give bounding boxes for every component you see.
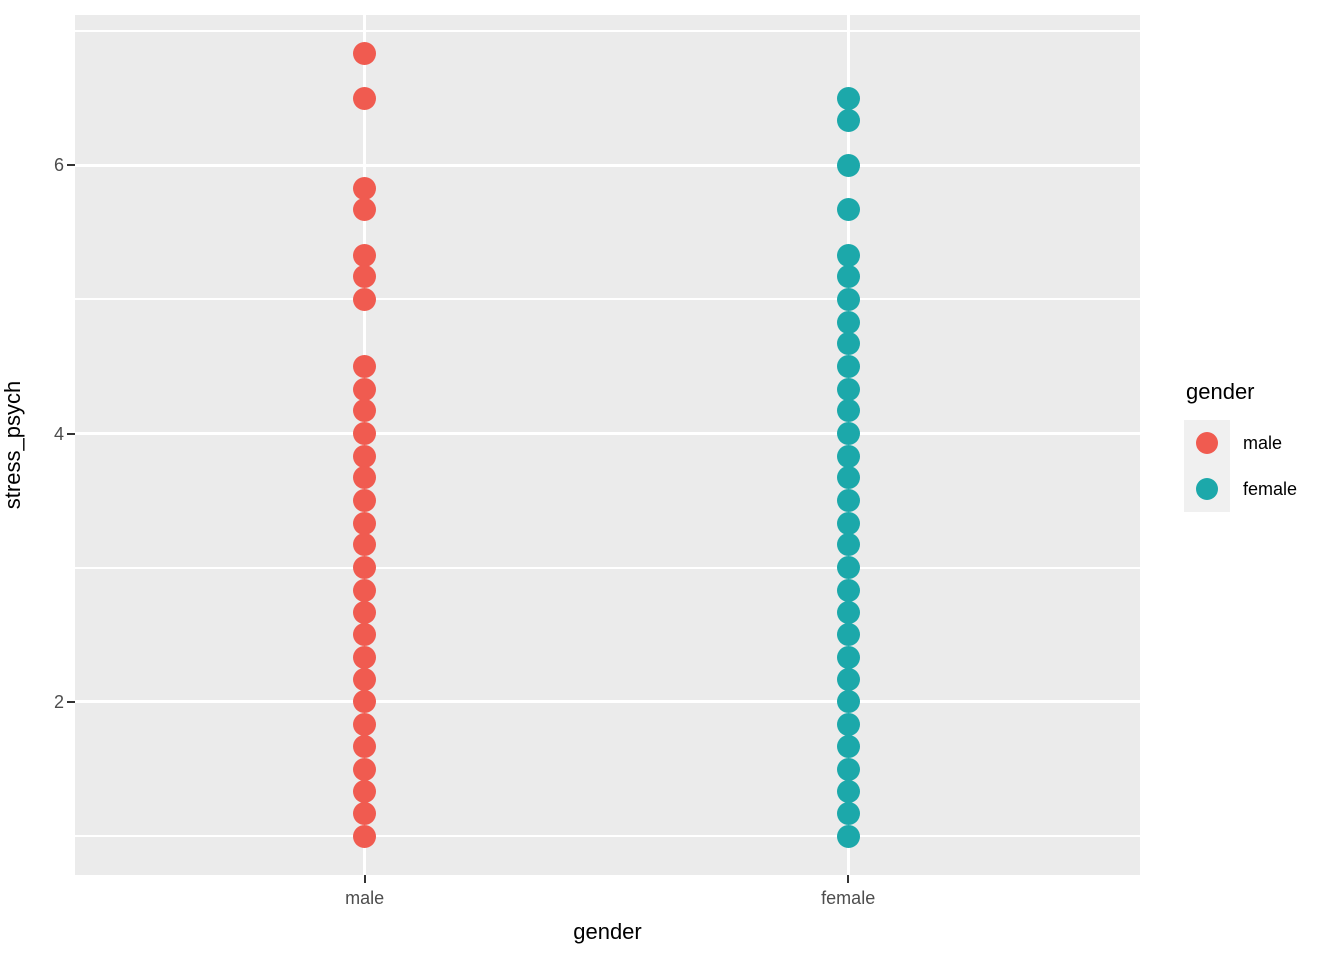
data-point-male — [353, 377, 377, 401]
data-point-male — [353, 489, 377, 513]
legend-title: gender — [1186, 379, 1255, 404]
data-point-female — [836, 399, 860, 423]
minor-gridline — [75, 835, 1140, 838]
data-point-female — [836, 734, 860, 758]
y-tick-mark — [67, 432, 75, 435]
legend-key — [1184, 466, 1230, 512]
data-point-male — [353, 198, 377, 222]
data-point-female — [836, 646, 860, 670]
minor-gridline — [75, 566, 1140, 569]
plot-panel — [75, 15, 1140, 875]
data-point-female — [836, 824, 860, 848]
data-point-male — [353, 600, 377, 624]
y-tick-label: 6 — [53, 155, 64, 176]
x-tick-label: male — [345, 888, 385, 908]
x-tick-label: female — [821, 888, 876, 908]
data-point-female — [836, 444, 860, 468]
legend: gender male female — [1184, 381, 1297, 512]
data-point-female — [836, 556, 860, 580]
data-point-male — [353, 287, 377, 311]
minor-gridline — [75, 30, 1140, 33]
data-point-female — [836, 198, 860, 222]
data-point-female — [836, 332, 860, 356]
data-point-female — [836, 511, 860, 535]
data-point-male — [353, 399, 377, 423]
minor-gridline — [75, 298, 1140, 301]
major-gridline — [75, 700, 1140, 704]
data-point-male — [353, 713, 377, 737]
data-point-female — [836, 780, 860, 804]
y-tick-mark — [67, 164, 75, 167]
x-axis-title: gender — [573, 919, 642, 944]
data-point-female — [836, 533, 860, 557]
data-point-female — [836, 713, 860, 737]
y-axis-title: stress_psych — [0, 380, 25, 510]
data-point-male — [353, 556, 377, 580]
data-point-female — [836, 310, 860, 334]
data-point-male — [353, 690, 377, 714]
data-point-male — [353, 511, 377, 535]
data-point-female — [836, 579, 860, 603]
data-point-female — [836, 801, 860, 825]
data-point-male — [353, 757, 377, 781]
major-gridline — [75, 163, 1140, 167]
data-point-female — [836, 355, 860, 378]
data-point-female — [836, 153, 860, 177]
data-point-female — [836, 600, 860, 624]
legend-item-male: male — [1184, 420, 1297, 466]
data-point-female — [836, 690, 860, 714]
data-point-female — [836, 109, 860, 133]
data-point-male — [353, 42, 377, 66]
data-point-female — [836, 466, 860, 490]
data-point-male — [353, 176, 377, 200]
x-tick-mark — [847, 875, 850, 883]
data-point-female — [836, 287, 860, 311]
data-point-male — [353, 86, 377, 110]
data-point-male — [353, 265, 377, 289]
data-point-male — [353, 780, 377, 804]
data-point-female — [836, 377, 860, 401]
data-point-male — [353, 243, 377, 267]
data-point-male — [353, 444, 377, 468]
y-tick-mark — [67, 700, 75, 703]
data-point-female — [836, 243, 860, 267]
data-point-male — [353, 801, 377, 825]
legend-key — [1184, 420, 1230, 466]
y-tick-label: 2 — [53, 691, 64, 712]
data-point-female — [836, 489, 860, 513]
male-swatch-icon — [1196, 432, 1218, 454]
x-tick-mark — [363, 875, 366, 883]
legend-item-female: female — [1184, 466, 1297, 512]
legend-label: female — [1243, 478, 1298, 499]
data-point-male — [353, 533, 377, 557]
major-gridline — [75, 432, 1140, 436]
data-point-male — [353, 646, 377, 670]
data-point-male — [353, 734, 377, 758]
female-swatch-icon — [1196, 478, 1218, 500]
data-point-female — [836, 757, 860, 781]
data-point-female — [836, 422, 860, 446]
data-point-female — [836, 667, 860, 691]
data-point-female — [836, 623, 860, 647]
data-point-male — [353, 623, 377, 647]
data-point-male — [353, 579, 377, 603]
data-point-male — [353, 422, 377, 446]
data-point-male — [353, 667, 377, 691]
legend-label: male — [1243, 432, 1283, 453]
y-tick-label: 4 — [53, 423, 64, 444]
data-point-male — [353, 466, 377, 490]
data-point-female — [836, 86, 860, 110]
data-point-female — [836, 265, 860, 289]
data-point-male — [353, 824, 377, 848]
data-point-male — [353, 355, 377, 378]
